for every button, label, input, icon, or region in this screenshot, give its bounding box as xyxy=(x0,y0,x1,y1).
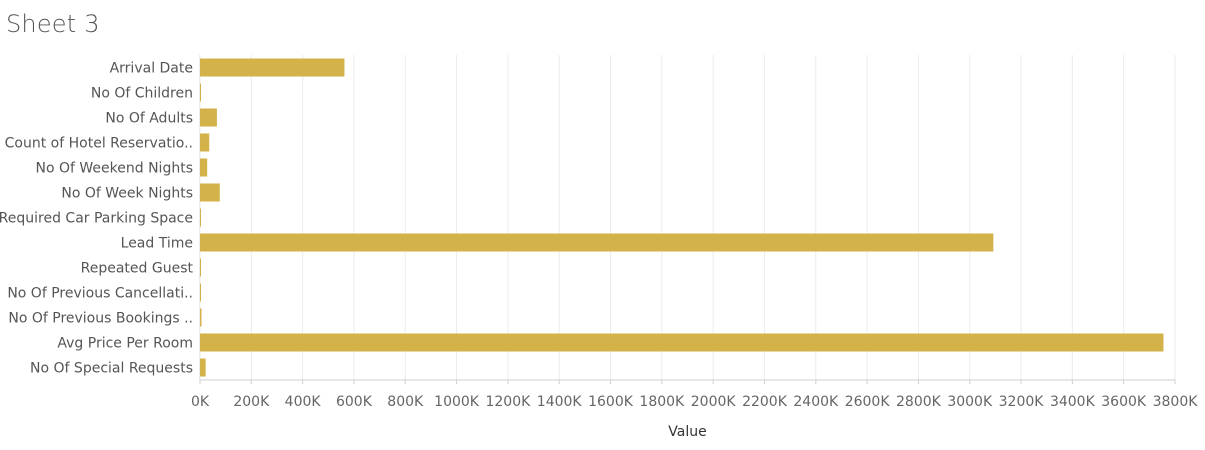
x-tick-label: 800K xyxy=(387,394,424,410)
x-tick-label: 600K xyxy=(336,394,373,410)
x-tick-label: 400K xyxy=(285,394,322,410)
x-tick-label: 3000K xyxy=(947,394,993,410)
category-labels: Arrival Date No Of Children No Of Adults Co… xyxy=(0,61,194,377)
category-label: No Of Adults xyxy=(105,111,193,127)
x-tick-label: 2800K xyxy=(896,394,942,410)
x-tick-label: 1600K xyxy=(588,394,634,410)
bar[interactable] xyxy=(200,333,1164,352)
x-tick-label: 2000K xyxy=(691,394,737,410)
category-label: Arrival Date xyxy=(110,61,193,77)
bar[interactable] xyxy=(200,133,210,152)
x-tick-label: 200K xyxy=(233,394,270,410)
category-label: Lead Time xyxy=(121,236,193,252)
grid-lines xyxy=(199,55,1176,380)
bar[interactable] xyxy=(200,108,217,127)
x-tick-label: 1400K xyxy=(537,394,583,410)
x-tick-label: 2600K xyxy=(845,394,891,410)
x-axis-title: Value xyxy=(668,424,706,440)
x-tick-label: 0K xyxy=(191,394,210,410)
x-tick-label: 1800K xyxy=(639,394,685,410)
x-tick-label: 2200K xyxy=(742,394,788,410)
category-label: No Of Previous Bookings .. xyxy=(8,311,193,327)
category-label: No Of Previous Cancellati.. xyxy=(7,286,193,302)
category-label: No Of Children xyxy=(91,86,193,102)
x-tick-label: 1000K xyxy=(434,394,480,410)
x-tick-label: 2400K xyxy=(793,394,839,410)
category-label: No Of Week Nights xyxy=(61,186,193,202)
bar[interactable] xyxy=(200,158,208,177)
x-tick-label: 3400K xyxy=(1050,394,1096,410)
category-label: Avg Price Per Room xyxy=(57,336,193,352)
category-label: Required Car Parking Space xyxy=(0,211,193,227)
x-axis-ticks: 0K 200K 400K 600K 800K 1000K 1200K 1400K 1600K 18… xyxy=(191,379,1199,410)
bar[interactable] xyxy=(200,233,994,252)
x-tick-label: 3800K xyxy=(1153,394,1199,410)
bar[interactable] xyxy=(200,208,201,227)
bar[interactable] xyxy=(200,358,206,377)
category-label: No Of Special Requests xyxy=(30,361,193,377)
bars xyxy=(200,58,1164,377)
bar[interactable] xyxy=(200,258,201,277)
category-label: Repeated Guest xyxy=(81,261,194,277)
x-tick-label: 3600K xyxy=(1101,394,1147,410)
bar[interactable] xyxy=(200,83,201,102)
category-label: No Of Weekend Nights xyxy=(36,161,193,177)
x-tick-label: 3200K xyxy=(999,394,1045,410)
bar[interactable] xyxy=(200,283,201,302)
bar[interactable] xyxy=(200,308,202,327)
category-label: Count of Hotel Reservatio.. xyxy=(5,136,193,152)
bar[interactable] xyxy=(200,58,345,77)
bar[interactable] xyxy=(200,183,220,202)
sheet-title: Sheet 3 xyxy=(6,10,100,38)
x-tick-label: 1200K xyxy=(485,394,531,410)
